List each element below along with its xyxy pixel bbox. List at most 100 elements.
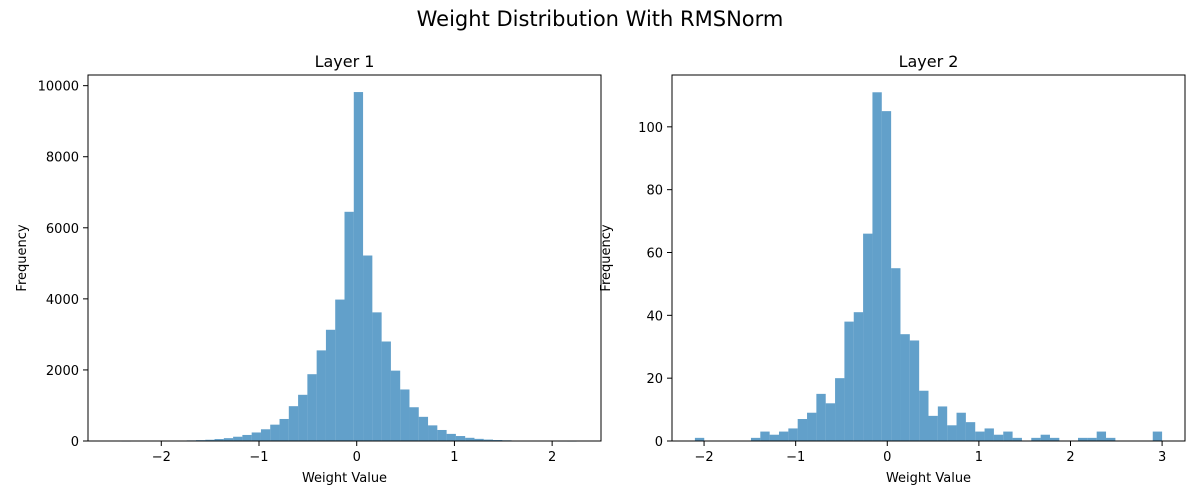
histogram-bar <box>750 437 761 441</box>
y-tick-label: 60 <box>646 247 663 262</box>
histogram-bar <box>418 416 429 441</box>
histogram-bar <box>270 424 280 441</box>
histogram-bar <box>844 321 854 441</box>
x-tick-label: −1 <box>786 450 805 465</box>
histogram-bar <box>1106 437 1116 441</box>
histogram-bar <box>797 419 808 441</box>
x-tick-label: −2 <box>152 450 171 465</box>
histogram-bar <box>381 341 391 441</box>
histogram-bar <box>437 429 447 441</box>
x-axis-label: Weight Value <box>886 471 971 486</box>
histogram-bar <box>835 378 845 441</box>
x-axis-label: Weight Value <box>302 471 387 486</box>
histogram-bar <box>937 406 948 441</box>
y-tick-label: 80 <box>646 184 663 199</box>
y-tick-label: 0 <box>655 435 663 450</box>
histogram-bar <box>965 422 976 441</box>
histogram-bar <box>298 394 308 441</box>
histogram-bar <box>863 233 873 441</box>
histogram-bar <box>788 428 798 441</box>
histogram-bar <box>760 431 770 441</box>
histogram-bars <box>694 92 1163 442</box>
y-tick-label: 10000 <box>38 80 79 95</box>
figure-title: Weight Distribution With RMSNorm <box>417 7 784 31</box>
histogram-bar <box>1003 431 1013 441</box>
histogram-bar <box>694 437 705 441</box>
histogram-bar <box>363 255 373 441</box>
histogram-bar <box>409 407 419 441</box>
histogram-bar <box>251 432 261 441</box>
histogram-bar <box>778 431 789 441</box>
histogram-bar <box>288 406 299 441</box>
subplot-title: Layer 1 <box>315 52 375 71</box>
histogram-bar <box>881 111 892 441</box>
histogram-bar <box>891 268 901 441</box>
histogram-bar <box>483 439 494 441</box>
histogram-bar <box>1031 437 1041 441</box>
histogram-bar <box>325 329 336 441</box>
histogram-bar <box>474 438 484 441</box>
histogram-bar <box>1040 434 1050 441</box>
histogram-bar <box>947 425 957 441</box>
y-tick-label: 0 <box>71 435 79 450</box>
subplot-layer-1: −2 −1 0 1 2 0 2000 4000 6000 8000 10000 Layer 1 Weig… <box>15 52 602 486</box>
x-tick-label: 0 <box>353 450 361 465</box>
x-tick-label: 2 <box>548 450 556 465</box>
histogram-bar <box>1078 437 1088 441</box>
y-axis-label: Frequency <box>599 224 614 291</box>
y-axis-label: Frequency <box>15 224 30 291</box>
x-tick-label: 2 <box>1066 450 1074 465</box>
histogram-bar <box>769 434 779 441</box>
histogram-bar <box>465 437 475 441</box>
histogram-bar <box>919 390 929 441</box>
y-tick-label: 4000 <box>46 293 79 308</box>
histogram-bar <box>1087 437 1097 441</box>
axes-frame <box>87 74 602 442</box>
histogram-bar <box>872 92 882 442</box>
histogram-bar <box>353 92 364 442</box>
histogram-bar <box>807 412 817 441</box>
histogram-bar <box>455 436 466 441</box>
x-tick-label: 3 <box>1158 450 1166 465</box>
histogram-bar <box>372 312 382 441</box>
y-tick-label: 20 <box>646 372 663 387</box>
y-tick-label: 2000 <box>46 364 79 379</box>
histogram-bar <box>1012 437 1022 441</box>
y-tick-label: 100 <box>638 121 663 136</box>
histogram-bar <box>928 415 938 441</box>
histogram-bar <box>446 433 456 441</box>
histogram-bar <box>242 434 252 441</box>
histogram-bar <box>400 389 410 441</box>
y-tick-label: 40 <box>646 309 663 324</box>
histogram-bar <box>956 412 966 441</box>
y-tick-label: 8000 <box>46 151 79 166</box>
histogram-bar <box>909 340 920 441</box>
histogram-bar <box>900 334 910 441</box>
histogram-bar <box>1096 431 1107 441</box>
x-tick-label: 1 <box>975 450 983 465</box>
histogram-bar <box>335 299 345 441</box>
histogram-bar <box>1152 431 1163 441</box>
histogram-bar <box>984 428 994 441</box>
x-tick-label: 0 <box>883 450 891 465</box>
histogram-bar <box>816 393 826 441</box>
histogram-bar <box>825 403 836 441</box>
histogram-bar <box>390 370 401 441</box>
x-tick-label: −2 <box>694 450 713 465</box>
histogram-bars <box>121 92 577 442</box>
subplot-layer-2: −2 −1 0 1 2 3 0 20 40 60 80 100 Layer 2 Weight Value F… <box>599 52 1186 486</box>
axes-frame <box>671 74 1186 442</box>
histogram-bar <box>214 439 224 441</box>
histogram-bar <box>1049 437 1060 441</box>
histogram-bar <box>205 439 215 441</box>
histogram-bar <box>223 438 234 441</box>
histogram-bar <box>316 350 326 441</box>
x-tick-label: −1 <box>249 450 268 465</box>
histogram-bar <box>307 374 317 441</box>
histogram-bar <box>233 436 243 441</box>
x-tick-label: 1 <box>450 450 458 465</box>
y-tick-label: 6000 <box>46 222 79 237</box>
histogram-bar <box>853 312 864 441</box>
histogram-bar <box>279 418 289 441</box>
